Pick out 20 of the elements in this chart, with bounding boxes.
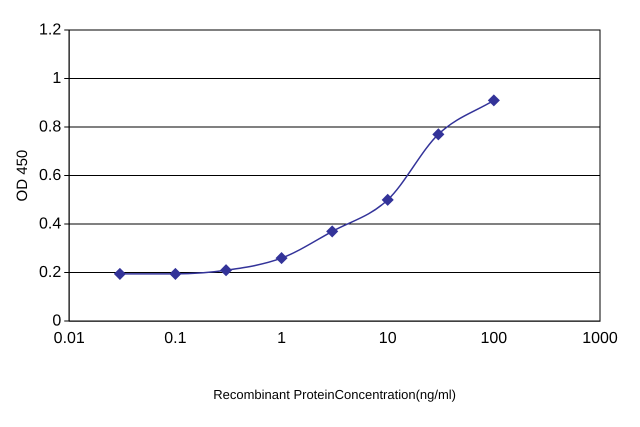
y-tick-label: 0.2	[38, 264, 62, 282]
point	[114, 268, 126, 280]
point	[382, 194, 394, 206]
y-tick-label: 0	[52, 312, 62, 330]
x-tick-label: 100	[480, 330, 508, 348]
x-tick-label: 0.1	[164, 330, 187, 348]
point	[276, 252, 288, 264]
x-axis-title: Recombinant ProteinConcentration(ng/ml)	[213, 386, 456, 402]
y-tick-label: 1	[52, 70, 62, 87]
y-tick-label: 0.4	[38, 216, 62, 233]
x-tick-label: 10	[378, 330, 397, 348]
point	[220, 264, 232, 276]
y-axis-title: OD 450	[14, 150, 32, 202]
point	[488, 94, 500, 106]
y-tick-label: 0.8	[38, 118, 62, 136]
y-tick-label: 1.2	[38, 21, 62, 38]
x-tick-label: 0.01	[54, 330, 85, 348]
x-tick-label: 1	[277, 330, 286, 348]
x-tick-label: 1000	[582, 330, 618, 348]
y-tick-label: 0.6	[38, 167, 62, 184]
